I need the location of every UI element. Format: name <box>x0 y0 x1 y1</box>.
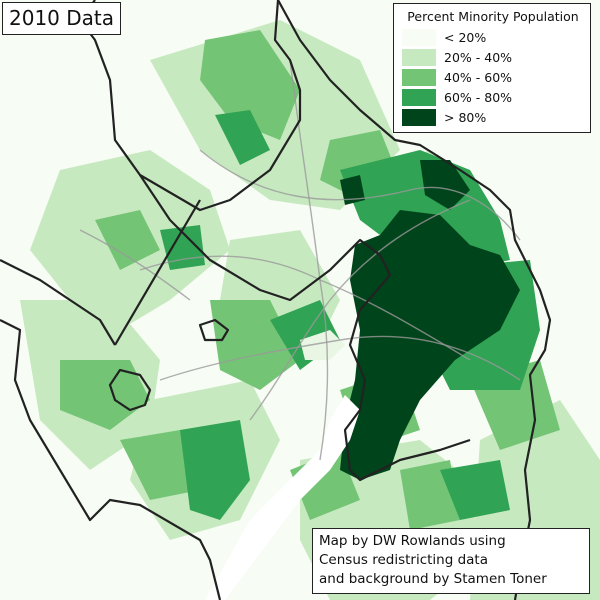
legend-swatch <box>402 108 436 126</box>
legend-item: 20% - 40% <box>402 47 584 67</box>
legend-label: 60% - 80% <box>444 89 513 105</box>
legend-swatch <box>402 28 436 46</box>
attribution-box: Map by DW Rowlands using Census redistri… <box>312 528 590 594</box>
attribution-line: Census redistricting data <box>319 552 489 568</box>
legend-swatch <box>402 68 436 86</box>
map-title-box: 2010 Data <box>2 2 122 35</box>
legend-item: > 80% <box>402 107 584 127</box>
legend-label: 40% - 60% <box>444 69 513 85</box>
tract-band-over-80 <box>340 160 520 480</box>
legend-swatch <box>402 48 436 66</box>
legend: Percent Minority Population < 20% 20% - … <box>393 3 591 133</box>
jurisdiction-boundaries <box>0 0 552 600</box>
attribution-line: Map by DW Rowlands using <box>319 533 506 549</box>
legend-title: Percent Minority Population <box>407 9 579 24</box>
legend-item: 40% - 60% <box>402 67 584 87</box>
legend-item: 60% - 80% <box>402 87 584 107</box>
attribution-line: and background by Stamen Toner <box>319 571 547 587</box>
map-title: 2010 Data <box>9 6 115 30</box>
river-water <box>205 330 360 600</box>
legend-label: < 20% <box>444 29 487 45</box>
legend-item: < 20% <box>402 27 584 47</box>
legend-label: 20% - 40% <box>444 49 513 65</box>
legend-swatch <box>402 88 436 106</box>
road-network <box>79 59 521 461</box>
legend-label: > 80% <box>444 109 487 125</box>
